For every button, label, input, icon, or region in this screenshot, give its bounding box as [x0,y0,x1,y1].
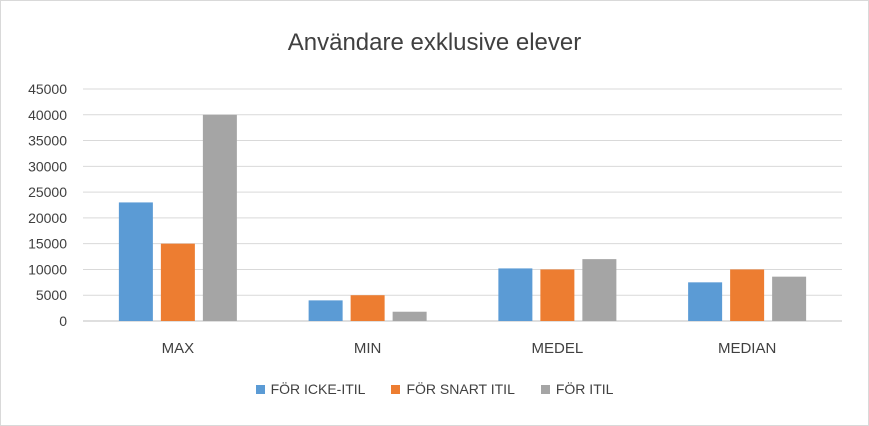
bar [392,311,427,321]
y-tick-label: 40000 [28,107,67,123]
bar [730,269,765,321]
y-tick-label: 30000 [28,158,67,174]
grid-lines [83,88,842,322]
bar [498,268,533,321]
legend-label: FÖR SNART ITIL [406,381,515,397]
legend-item: FÖR SNART ITIL [391,381,515,397]
y-tick-label: 5000 [36,287,67,303]
legend-label: FÖR ITIL [555,381,614,397]
y-tick-label: 0 [59,313,67,329]
x-tick-label: MEDEL [532,340,584,357]
x-tick-label: MEDIAN [718,340,776,357]
bar [160,243,195,321]
bar [350,295,385,321]
y-axis-ticks: 0 5000 10000 15000 20000 25000 30000 35000 40000… [28,81,67,329]
y-tick-label: 45000 [28,81,67,97]
chart-title: Användare exklusive elever [287,29,582,56]
y-tick-label: 20000 [28,210,67,226]
legend-swatch [255,384,265,394]
x-tick-label: MAX [162,340,195,357]
legend-item: FÖR ICKE-ITIL [255,381,366,397]
bars [118,114,807,322]
bar [582,259,617,321]
bar [202,114,237,322]
legend-swatch [540,384,550,394]
x-axis-ticks: MAX MIN MEDEL MEDIAN [162,340,777,357]
legend-swatch [391,384,401,394]
legend-item: FÖR ITIL [540,381,614,397]
bar [688,282,723,321]
legend: FÖR ICKE-ITIL FÖR SNART ITIL FÖR ITIL [1,381,868,397]
bar [308,300,343,321]
bar [772,276,807,321]
legend-label: FÖR ICKE-ITIL [270,381,366,397]
y-tick-label: 25000 [28,184,67,200]
x-tick-label: MIN [354,340,382,357]
y-tick-label: 15000 [28,236,67,252]
y-tick-label: 10000 [28,261,67,277]
bar [540,269,575,321]
y-tick-label: 35000 [28,133,67,149]
bar [118,202,153,321]
